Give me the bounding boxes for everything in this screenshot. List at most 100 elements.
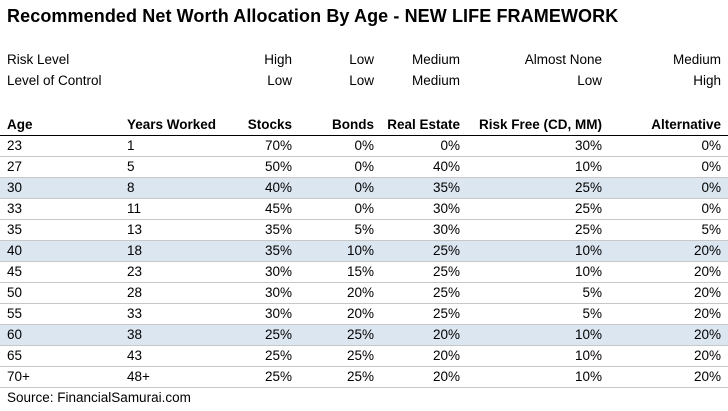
risk-level-row: Risk Level High Low Medium Almost None M… — [0, 50, 728, 70]
row-stocks: 35% — [264, 243, 292, 258]
row-stocks: 25% — [264, 327, 292, 342]
row-alternative: 5% — [701, 222, 721, 237]
row-alternative: 20% — [693, 264, 721, 279]
table-title: Recommended Net Worth Allocation By Age … — [7, 6, 619, 26]
row-real-estate: 25% — [432, 243, 460, 258]
row-alternative: 20% — [693, 285, 721, 300]
row-bonds: 5% — [354, 222, 374, 237]
row-stocks: 30% — [264, 264, 292, 279]
row-risk-free: 30% — [574, 138, 602, 153]
row-years-worked: 43 — [127, 348, 143, 363]
row-stocks: 50% — [264, 159, 292, 174]
row-divider — [0, 261, 728, 262]
row-bonds: 20% — [346, 285, 374, 300]
row-years-worked: 28 — [127, 285, 143, 300]
row-real-estate: 35% — [432, 180, 460, 195]
row-real-estate: 0% — [440, 138, 460, 153]
row-alternative: 20% — [693, 348, 721, 363]
table-row: 35 13 35% 5% 30% 25% 5% — [0, 220, 728, 240]
row-real-estate: 25% — [432, 285, 460, 300]
table-row: 60 38 25% 25% 20% 10% 20% — [0, 325, 728, 345]
row-stocks: 30% — [264, 285, 292, 300]
row-real-estate: 25% — [432, 264, 460, 279]
risk-level-stocks: High — [264, 52, 292, 67]
risk-level-bonds: Low — [349, 52, 374, 67]
row-real-estate: 20% — [432, 327, 460, 342]
row-bonds: 0% — [354, 180, 374, 195]
row-risk-free: 25% — [574, 222, 602, 237]
header-bonds: Bonds — [332, 117, 374, 132]
source-credit: Source: FinancialSamurai.com — [7, 390, 191, 405]
row-real-estate: 40% — [432, 159, 460, 174]
row-bonds: 25% — [346, 348, 374, 363]
table-row: 40 18 35% 10% 25% 10% 20% — [0, 241, 728, 261]
row-real-estate: 30% — [432, 201, 460, 216]
row-age: 27 — [7, 159, 23, 174]
row-years-worked: 38 — [127, 327, 143, 342]
row-age: 50 — [7, 285, 23, 300]
header-age: Age — [7, 117, 33, 132]
table-row: 30 8 40% 0% 35% 25% 0% — [0, 178, 728, 198]
control-risk-free: Low — [577, 73, 602, 88]
row-alternative: 0% — [701, 180, 721, 195]
row-alternative: 20% — [693, 243, 721, 258]
row-risk-free: 5% — [582, 285, 602, 300]
row-age: 65 — [7, 348, 23, 363]
row-age: 33 — [7, 201, 23, 216]
row-alternative: 0% — [701, 138, 721, 153]
row-stocks: 70% — [264, 138, 292, 153]
table-row: 50 28 30% 20% 25% 5% 20% — [0, 283, 728, 303]
risk-level-label: Risk Level — [7, 52, 70, 67]
row-divider — [0, 345, 728, 346]
row-years-worked: 33 — [127, 306, 143, 321]
row-divider — [0, 219, 728, 220]
row-years-worked: 1 — [127, 138, 135, 153]
table-row: 27 5 50% 0% 40% 10% 0% — [0, 157, 728, 177]
row-divider — [0, 324, 728, 325]
row-years-worked: 18 — [127, 243, 143, 258]
row-risk-free: 10% — [574, 243, 602, 258]
row-years-worked: 5 — [127, 159, 135, 174]
table-row: 65 43 25% 25% 20% 10% 20% — [0, 346, 728, 366]
row-bonds: 20% — [346, 306, 374, 321]
row-alternative: 20% — [693, 327, 721, 342]
row-years-worked: 48+ — [127, 369, 150, 384]
row-bonds: 0% — [354, 138, 374, 153]
control-alternative: High — [693, 73, 721, 88]
row-divider — [0, 156, 728, 157]
control-stocks: Low — [267, 73, 292, 88]
row-years-worked: 13 — [127, 222, 143, 237]
row-bonds: 25% — [346, 369, 374, 384]
row-stocks: 25% — [264, 369, 292, 384]
row-age: 60 — [7, 327, 23, 342]
row-age: 30 — [7, 180, 23, 195]
row-divider — [0, 240, 728, 241]
row-risk-free: 5% — [582, 306, 602, 321]
row-age: 35 — [7, 222, 23, 237]
row-bonds: 0% — [354, 159, 374, 174]
level-of-control-label: Level of Control — [7, 73, 102, 88]
row-divider — [0, 282, 728, 283]
header-years-worked: Years Worked — [127, 117, 217, 132]
row-years-worked: 11 — [127, 201, 142, 216]
row-alternative: 20% — [693, 369, 721, 384]
row-years-worked: 8 — [127, 180, 135, 195]
table-row: 70+ 48+ 25% 25% 20% 10% 20% — [0, 367, 728, 387]
row-bonds: 0% — [354, 201, 374, 216]
header-real-estate: Real Estate — [387, 117, 460, 132]
row-stocks: 25% — [264, 348, 292, 363]
table-row: 45 23 30% 15% 25% 10% 20% — [0, 262, 728, 282]
row-stocks: 30% — [264, 306, 292, 321]
row-risk-free: 10% — [574, 369, 602, 384]
row-risk-free: 25% — [574, 180, 602, 195]
row-bonds: 10% — [346, 243, 374, 258]
row-age: 23 — [7, 138, 23, 153]
table-row: 55 33 30% 20% 25% 5% 20% — [0, 304, 728, 324]
row-risk-free: 25% — [574, 201, 602, 216]
row-stocks: 35% — [264, 222, 292, 237]
row-age: 45 — [7, 264, 23, 279]
row-real-estate: 20% — [432, 369, 460, 384]
control-real-estate: Medium — [411, 73, 460, 88]
row-divider — [0, 366, 728, 367]
